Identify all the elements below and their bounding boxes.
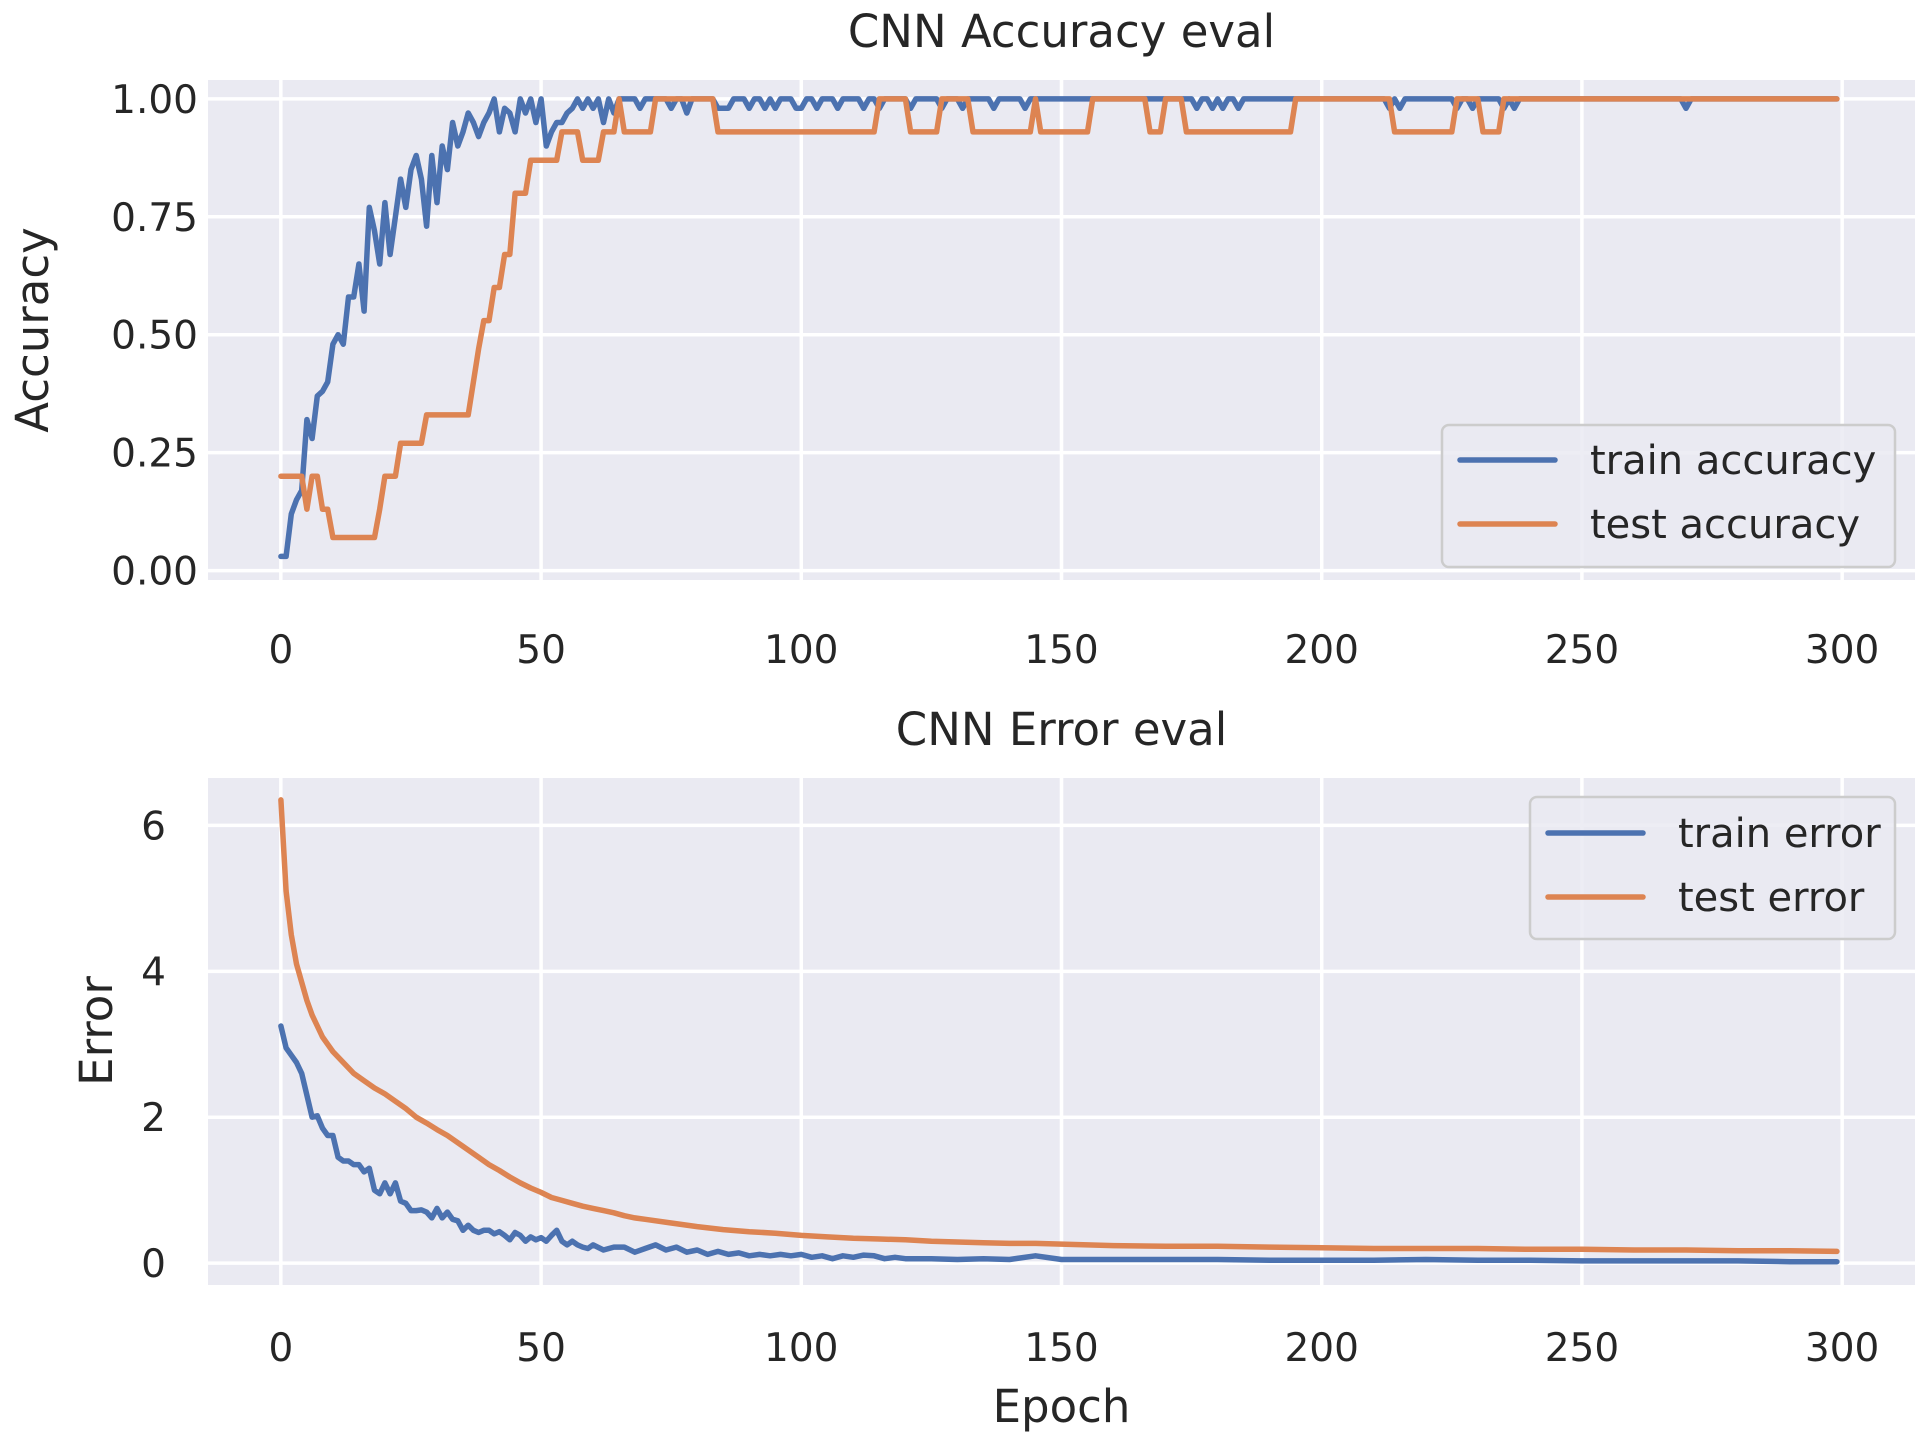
series-line-test-accuracy xyxy=(278,96,1840,541)
accuracy-y-tick-label: 0.50 xyxy=(111,314,198,359)
accuracy-legend: train accuracy test accuracy xyxy=(1440,423,1897,569)
accuracy-series xyxy=(278,96,1840,560)
accuracy-x-ticks: 0 50 100 150 200 250 300 xyxy=(268,628,1879,673)
error-x-tick-label: 300 xyxy=(1805,1326,1879,1371)
error-y-ticks: 0 2 4 6 xyxy=(141,804,166,1287)
error-legend: train error test error xyxy=(1528,795,1897,941)
accuracy-x-tick-label: 150 xyxy=(1024,628,1098,673)
legend-label-train-error: train error xyxy=(1678,811,1881,857)
error-y-axis-label: Error xyxy=(70,976,123,1086)
legend-label-test-error: test error xyxy=(1678,875,1865,921)
accuracy-y-tick-label: 0.00 xyxy=(111,550,198,595)
series-line-train-error xyxy=(278,1023,1840,1265)
error-x-tick-label: 0 xyxy=(268,1326,293,1371)
accuracy-x-tick-label: 200 xyxy=(1284,628,1358,673)
accuracy-y-axis-label: Accuracy xyxy=(6,227,59,432)
error-x-tick-label: 200 xyxy=(1284,1326,1358,1371)
error-x-ticks: 0 50 100 150 200 250 300 xyxy=(268,1326,1879,1371)
accuracy-subplot: 0 50 100 150 200 250 300 0.000.250.500.751.00 … xyxy=(6,5,1915,673)
error-x-tick-label: 50 xyxy=(516,1326,566,1371)
accuracy-x-tick-label: 0 xyxy=(268,628,293,673)
series-line-test-error xyxy=(278,797,1840,1255)
accuracy-x-tick-label: 100 xyxy=(764,628,838,673)
accuracy-x-tick-label: 300 xyxy=(1805,628,1879,673)
accuracy-x-tick-label: 50 xyxy=(516,628,566,673)
accuracy-x-tick-label: 250 xyxy=(1545,628,1619,673)
accuracy-y-tick-label: 0.75 xyxy=(111,196,198,241)
error-subplot: 0 50 100 150 200 250 300 0 2 4 6 CNN Error eval E… xyxy=(70,703,1915,1433)
legend-label-test-accuracy: test accuracy xyxy=(1590,502,1860,548)
accuracy-y-ticks: 0.00 0.25 0.50 0.75 1.00 xyxy=(111,78,198,595)
error-y-tick-label: 4 xyxy=(141,950,166,995)
error-y-tick-label: 6 xyxy=(141,804,166,849)
error-x-tick-label: 250 xyxy=(1545,1326,1619,1371)
accuracy-y-tick-label: 1.00 xyxy=(111,78,198,123)
accuracy-chart-title: CNN Accuracy eval xyxy=(848,5,1275,58)
error-y-tick-label: 0 xyxy=(141,1242,166,1287)
error-y-tick-label: 2 xyxy=(141,1096,166,1141)
legend-label-train-accuracy: train accuracy xyxy=(1590,438,1876,484)
error-x-tick-label: 100 xyxy=(764,1326,838,1371)
accuracy-y-tick-label: 0.25 xyxy=(111,432,198,477)
error-x-tick-label: 150 xyxy=(1024,1326,1098,1371)
error-x-axis-label: Epoch xyxy=(993,1380,1131,1433)
error-chart-title: CNN Error eval xyxy=(896,703,1227,756)
series-line-train-accuracy xyxy=(278,96,1840,560)
error-series xyxy=(278,797,1840,1265)
